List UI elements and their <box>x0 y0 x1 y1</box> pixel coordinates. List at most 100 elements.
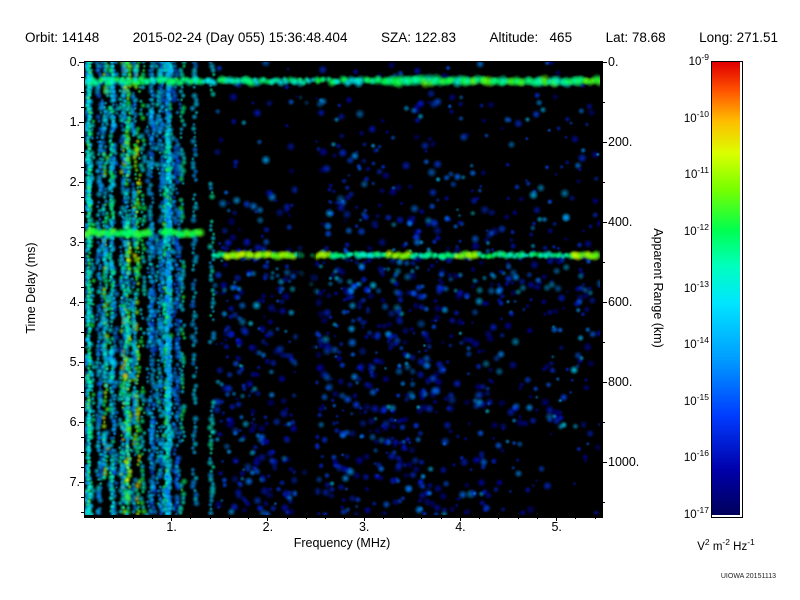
x-minor-tick <box>575 516 577 519</box>
x-minor-tick <box>594 516 596 519</box>
colorbar-frame <box>711 61 743 518</box>
header-field: SZA: 122.83 <box>380 30 457 45</box>
x-minor-tick <box>132 516 134 519</box>
y-major-tick <box>79 121 84 123</box>
x-tick-label: 4. <box>455 520 466 534</box>
y-minor-tick <box>81 511 84 513</box>
x-minor-tick <box>440 516 442 519</box>
spectrogram-canvas <box>85 62 600 515</box>
x-major-tick <box>171 516 173 521</box>
x-major-tick <box>556 516 558 521</box>
y-minor-tick <box>81 391 84 393</box>
x-minor-tick <box>151 516 153 519</box>
y-major-tick <box>79 421 84 423</box>
y-tick-label: 2. <box>69 175 80 189</box>
y-minor-tick <box>81 226 84 228</box>
y-tick-label: 3. <box>69 235 80 249</box>
range-minor-tick <box>602 341 605 343</box>
y-minor-tick <box>81 106 84 108</box>
y-tick-label: 1. <box>69 115 80 129</box>
y-tick-label: 7. <box>69 475 80 489</box>
y-tick-label: 5. <box>69 355 80 369</box>
y-minor-tick <box>81 406 84 408</box>
x-tick-label: 1. <box>166 520 177 534</box>
x-minor-tick <box>536 516 538 519</box>
x-minor-tick <box>325 516 327 519</box>
x-minor-tick <box>286 516 288 519</box>
y-major-tick <box>79 241 84 243</box>
range-minor-tick <box>602 101 605 103</box>
colorbar-tick-label: 10-14 <box>683 335 709 352</box>
y-minor-tick <box>81 256 84 258</box>
range-tick-label: 0. <box>608 55 619 69</box>
x-minor-tick <box>402 516 404 519</box>
y-minor-tick <box>81 211 84 213</box>
x-minor-tick <box>113 516 115 519</box>
range-tick-label: 200. <box>608 135 633 149</box>
colorbar-tick-label: 10-13 <box>683 278 709 295</box>
y-minor-tick <box>81 376 84 378</box>
header-field: Lat: 78.68 <box>605 30 666 45</box>
x-minor-tick <box>209 516 211 519</box>
x-minor-tick <box>421 516 423 519</box>
y-major-tick <box>79 61 84 63</box>
range-minor-tick <box>602 421 605 423</box>
range-major-tick <box>602 461 607 463</box>
x-major-tick <box>267 516 269 521</box>
header-field: 2015-02-24 (Day 055) 15:36:48.404 <box>132 30 348 45</box>
range-major-tick <box>602 301 607 303</box>
y-axis-label-left: Time Delay (ms) <box>24 242 38 334</box>
colorbar-tick-label: 10-15 <box>683 391 709 408</box>
x-minor-tick <box>517 516 519 519</box>
range-major-tick <box>602 381 607 383</box>
colorbar-tick-label: 10-17 <box>683 505 709 521</box>
x-minor-tick <box>305 516 307 519</box>
y-minor-tick <box>81 346 84 348</box>
y-minor-tick <box>81 271 84 273</box>
y-minor-tick <box>81 466 84 468</box>
y-minor-tick <box>81 286 84 288</box>
y-minor-tick <box>81 436 84 438</box>
y-major-tick <box>79 361 84 363</box>
x-minor-tick <box>248 516 250 519</box>
x-major-tick <box>363 516 365 521</box>
x-minor-tick <box>190 516 192 519</box>
x-minor-tick <box>94 516 96 519</box>
colorbar-tick-label: 10-12 <box>683 222 709 238</box>
y-minor-tick <box>81 166 84 168</box>
y-tick-label: 6. <box>69 415 80 429</box>
colorbar-unit-label: V2 m-2 Hz-1 <box>697 537 755 553</box>
colorbar-tick-label: 10-10 <box>683 108 709 125</box>
range-tick-label: 800. <box>608 375 633 389</box>
header-field: Orbit: 14148 <box>25 30 100 45</box>
range-minor-tick <box>602 261 605 263</box>
x-axis-label: Frequency (MHz) <box>293 536 391 550</box>
y-minor-tick <box>81 91 84 93</box>
x-minor-tick <box>344 516 346 519</box>
range-tick-label: 1000. <box>608 455 640 469</box>
range-major-tick <box>602 61 607 63</box>
colorbar-tick-label: 10-9 <box>688 52 709 68</box>
watermark: UIOWA 20151113 <box>720 573 776 580</box>
range-major-tick <box>602 141 607 143</box>
colorbar-canvas <box>712 62 740 515</box>
range-major-tick <box>602 221 607 223</box>
range-tick-label: 600. <box>608 295 633 309</box>
y-tick-label: 0. <box>69 55 80 69</box>
y-minor-tick <box>81 451 84 453</box>
y-major-tick <box>79 181 84 183</box>
x-minor-tick <box>382 516 384 519</box>
y-minor-tick <box>81 76 84 78</box>
header-field: Long: 271.51 <box>699 30 778 45</box>
range-tick-label: 400. <box>608 215 633 229</box>
x-minor-tick <box>479 516 481 519</box>
header-field: Altitude: 465 <box>489 30 573 45</box>
x-minor-tick <box>228 516 230 519</box>
y-minor-tick <box>81 151 84 153</box>
y-major-tick <box>79 481 84 483</box>
colorbar-tick-label: 10-16 <box>683 448 709 465</box>
x-major-tick <box>459 516 461 521</box>
y-minor-tick <box>81 316 84 318</box>
y-minor-tick <box>81 331 84 333</box>
